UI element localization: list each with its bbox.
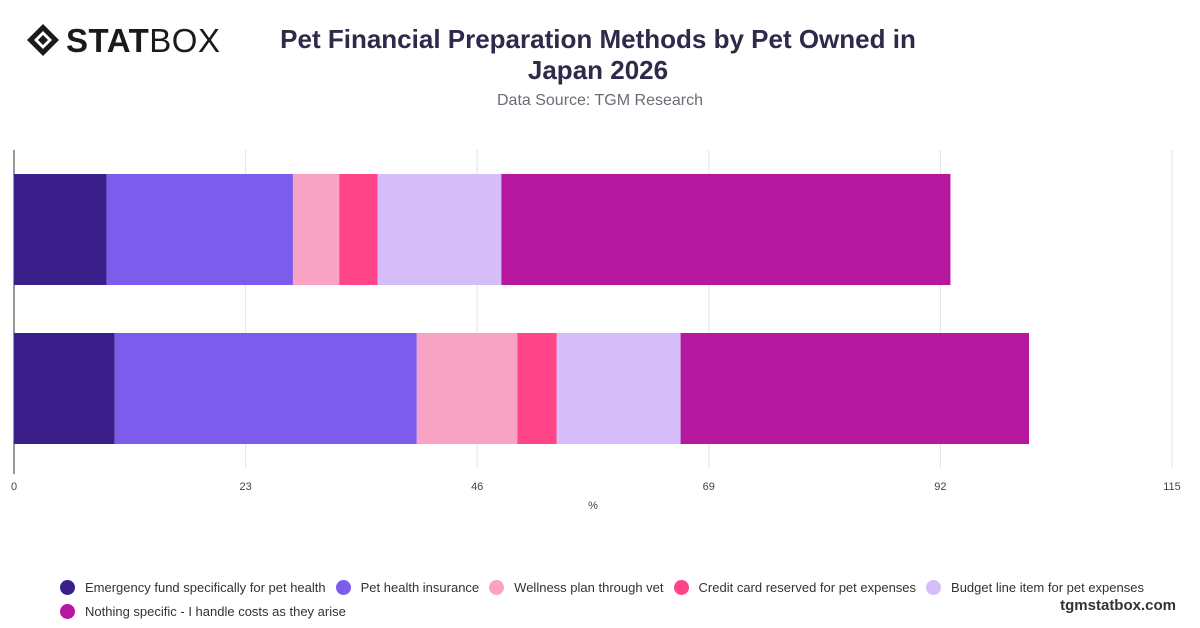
bar-segment (377, 174, 502, 285)
legend-item[interactable]: Wellness plan through vet (489, 578, 664, 596)
footer-site: tgmstatbox.com (1060, 597, 1176, 614)
bar-segment (517, 333, 557, 444)
bar-segment (339, 174, 378, 285)
bar-segment (14, 333, 115, 444)
legend-swatch-icon (335, 579, 351, 595)
bar-segment (680, 333, 1030, 444)
x-tick-label: 92 (934, 481, 946, 493)
legend-swatch-icon (489, 579, 505, 595)
brand-name-bold: STAT (66, 21, 150, 59)
stacked-bar-chart: 0 23 46 69 92 115% (11, 150, 1181, 512)
chart-subtitle: Data Source: TGM Research (496, 92, 703, 109)
x-tick-label: 23 (239, 481, 251, 493)
diamond-logo-icon (27, 24, 59, 56)
x-tick-label: 46 (471, 481, 483, 493)
brand-name-light: BOX (149, 21, 221, 59)
bar-segment (416, 333, 518, 444)
legend-item[interactable]: Nothing specific - I handle costs as the… (60, 602, 346, 620)
legend-label: Nothing specific - I handle costs as the… (85, 603, 346, 619)
bar-segment (106, 174, 293, 285)
bar-segment (114, 333, 417, 444)
bar-segment (556, 333, 681, 444)
legend-label: Budget line item for pet expenses (951, 579, 1144, 595)
legend-label: Emergency fund specifically for pet heal… (85, 579, 326, 595)
chart-legend: Emergency fund specifically for pet heal… (60, 578, 1170, 620)
x-tick-label: 115 (1163, 481, 1181, 493)
legend-swatch-icon (926, 579, 942, 595)
legend-swatch-icon (673, 579, 689, 595)
chart-title: Pet Financial Preparation Methods by Pet… (280, 24, 916, 85)
legend-item[interactable]: Pet health insurance (335, 578, 480, 596)
legend-item[interactable]: Credit card reserved for pet expenses (673, 578, 917, 596)
legend-item[interactable]: Budget line item for pet expenses (926, 578, 1144, 596)
bar-segment (14, 174, 107, 285)
x-tick-label: 0 (11, 481, 17, 493)
brand-logo: STATBOX (26, 22, 220, 58)
legend-swatch-icon (60, 603, 75, 619)
bar-segment (501, 174, 951, 285)
legend-label: Credit card reserved for pet expenses (698, 579, 917, 595)
x-axis-label: % (588, 500, 598, 512)
brand-name: STATBOX (66, 24, 220, 57)
legend-swatch-icon (60, 579, 75, 595)
x-tick-label: 69 (703, 481, 715, 493)
legend-item[interactable]: Emergency fund specifically for pet heal… (60, 578, 326, 596)
legend-label: Wellness plan through vet (514, 579, 664, 595)
legend-label: Pet health insurance (360, 579, 480, 595)
bar-segment (292, 174, 340, 285)
